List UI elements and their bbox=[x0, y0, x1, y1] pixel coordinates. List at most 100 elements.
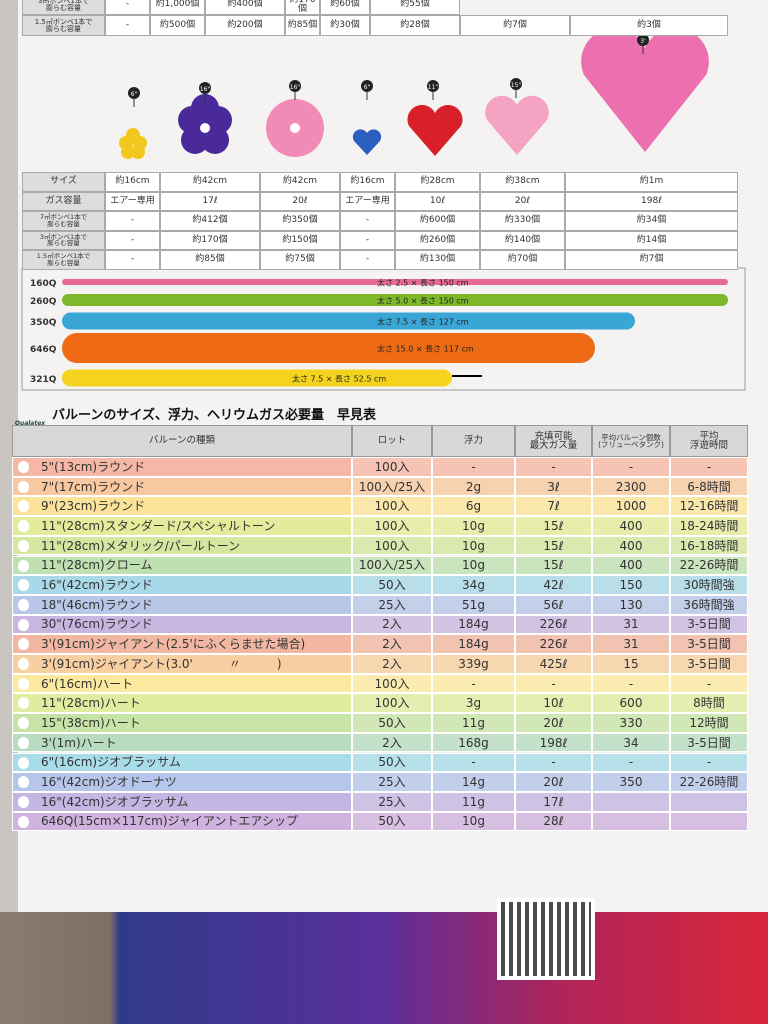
table-cell bbox=[670, 811, 748, 832]
table-cell: 25入 bbox=[352, 791, 432, 812]
table-cell: 約3個 bbox=[570, 15, 728, 36]
size-tag bbox=[637, 34, 649, 46]
table-cell: 約350個 bbox=[260, 211, 340, 231]
item-name: 18"(46cm)ラウンド bbox=[12, 594, 352, 615]
table-cell: 16-18時間 bbox=[670, 535, 748, 556]
table-row-label: 1.5㎥ボンベ1本で 膨らむ容量 bbox=[22, 15, 105, 36]
table-cell: 184g bbox=[432, 614, 515, 635]
table-row-label: 3㎥ボンベ1本で 膨らむ容量 bbox=[22, 0, 105, 15]
item-icon bbox=[18, 598, 29, 611]
item-name: 16"(42cm)ジオドーナツ bbox=[12, 772, 352, 792]
table-header: 充填可能 最大ガス量 bbox=[515, 425, 592, 457]
size-tag-label: 6" bbox=[131, 91, 138, 98]
size-tag bbox=[199, 82, 211, 94]
table-cell: 400 bbox=[592, 535, 670, 556]
table-cell: 10g bbox=[432, 811, 515, 832]
table-cell: 18-24時間 bbox=[670, 516, 748, 536]
table-cell: 20ℓ bbox=[515, 713, 592, 733]
table-cell: 約130個 bbox=[395, 250, 480, 270]
table-cell: 2入 bbox=[352, 732, 432, 753]
table-cell: 226ℓ bbox=[515, 614, 592, 635]
table-cell: 15 bbox=[592, 654, 670, 674]
table-cell: 約150個 bbox=[260, 230, 340, 250]
table-cell: 約75個 bbox=[260, 250, 340, 270]
table-cell: 31 bbox=[592, 614, 670, 635]
table-cell: 3-5日間 bbox=[670, 654, 748, 674]
table-cell: 350 bbox=[592, 772, 670, 792]
table-cell: 130 bbox=[592, 594, 670, 615]
balloon-name: 260Q bbox=[30, 297, 57, 307]
table-cell: - bbox=[592, 752, 670, 773]
table-cell: 20ℓ bbox=[515, 772, 592, 792]
item-icon bbox=[18, 658, 29, 670]
table-cell: 約38cm bbox=[480, 172, 565, 192]
size-tag bbox=[510, 78, 522, 90]
table-cell: 6g bbox=[432, 496, 515, 517]
table-cell: 2300 bbox=[592, 476, 670, 497]
balloon-dimension: 太さ 15.0 × 長さ 117 cm bbox=[377, 344, 474, 354]
balloon-name: 321Q bbox=[30, 375, 57, 385]
item-icon bbox=[18, 736, 29, 749]
table-cell: 約260個 bbox=[395, 230, 480, 250]
cover-background bbox=[0, 912, 768, 1024]
item-name: 6"(16cm)ハート bbox=[12, 673, 352, 694]
table-cell: 8時間 bbox=[670, 693, 748, 714]
item-icon bbox=[18, 618, 29, 631]
table-cell: 約34個 bbox=[565, 211, 738, 231]
table-cell: 約42cm bbox=[260, 172, 340, 192]
balloon-dimension: 太さ 2.5 × 長さ 150 cm bbox=[377, 278, 469, 288]
item-icon bbox=[18, 795, 29, 808]
table-cell: 約500個 bbox=[150, 15, 205, 36]
table-cell: 約600個 bbox=[395, 211, 480, 231]
table-cell: 198ℓ bbox=[565, 191, 738, 211]
table-row-label: 1.5㎥ボンベ1本で 膨らむ容量 bbox=[22, 250, 105, 270]
item-name: 11"(28cm)ハート bbox=[12, 693, 352, 714]
table-row-label: 7㎥ボンベ1本で 膨らむ容量 bbox=[22, 211, 105, 231]
long-balloon bbox=[62, 312, 635, 330]
item-icon bbox=[18, 539, 29, 552]
item-icon bbox=[18, 717, 29, 730]
table-cell: 12-16時間 bbox=[670, 496, 748, 517]
long-balloon bbox=[62, 279, 728, 285]
table-cell: 約140個 bbox=[480, 230, 565, 250]
table-cell: 約60個 bbox=[320, 0, 370, 15]
table-cell: 約412個 bbox=[160, 211, 260, 231]
table-header: 浮力 bbox=[432, 425, 515, 457]
table-cell: エアー専用 bbox=[340, 191, 395, 211]
size-tag bbox=[289, 80, 301, 92]
balloon-dimension: 太さ 5.0 × 長さ 150 cm bbox=[377, 296, 469, 306]
table-cell: 50入 bbox=[352, 811, 432, 832]
table-cell: 30時間強 bbox=[670, 575, 748, 595]
long-balloon bbox=[62, 369, 452, 387]
table-header: 平均 浮遊時間 bbox=[670, 425, 748, 457]
table-cell: 7ℓ bbox=[515, 496, 592, 517]
table-cell: 50入 bbox=[352, 575, 432, 595]
item-icon bbox=[18, 677, 29, 690]
table-cell: - bbox=[515, 457, 592, 477]
item-name: 11"(28cm)スタンダード/スペシャルトーン bbox=[12, 516, 352, 536]
item-name: 30"(76cm)ラウンド bbox=[12, 614, 352, 635]
table-cell: 100入 bbox=[352, 457, 432, 477]
item-icon bbox=[18, 520, 29, 533]
item-name: 15"(38cm)ハート bbox=[12, 713, 352, 733]
table-cell: 34 bbox=[592, 732, 670, 753]
table-cell: 2入 bbox=[352, 614, 432, 635]
table-cell: - bbox=[432, 457, 515, 477]
item-name: 9"(23cm)ラウンド bbox=[12, 496, 352, 517]
item-icon bbox=[18, 697, 29, 710]
item-icon bbox=[18, 461, 29, 473]
table-cell: 約28cm bbox=[395, 172, 480, 192]
item-icon bbox=[18, 500, 29, 513]
item-name: 3'(91cm)ジャイアント(2.5'にふくらませた場合) bbox=[12, 634, 352, 654]
long-balloon bbox=[62, 294, 728, 306]
table-cell: 10ℓ bbox=[395, 191, 480, 211]
table-cell: - bbox=[105, 250, 160, 270]
table-cell: 42ℓ bbox=[515, 575, 592, 595]
table-cell: 25入 bbox=[352, 594, 432, 615]
table-cell: 約85個 bbox=[160, 250, 260, 270]
item-name: 6"(16cm)ジオブラッサム bbox=[12, 752, 352, 773]
table-cell: 100入/25入 bbox=[352, 476, 432, 497]
item-name: 646Q(15cm×117cm)ジャイアントエアシップ bbox=[12, 811, 352, 832]
table-cell: 22-26時間 bbox=[670, 555, 748, 576]
item-name: 11"(28cm)メタリック/パールトーン bbox=[12, 535, 352, 556]
